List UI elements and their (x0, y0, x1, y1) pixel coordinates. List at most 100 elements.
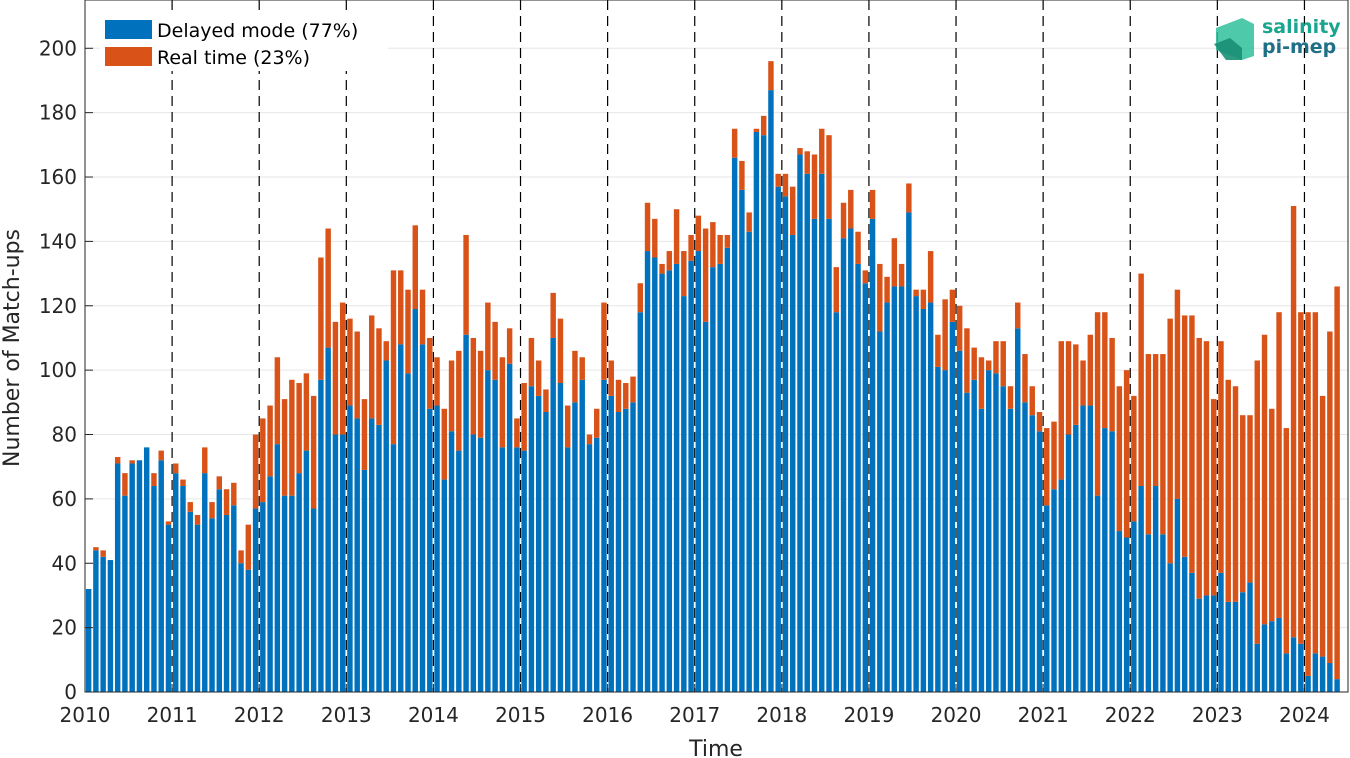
bar-realtime (833, 267, 839, 313)
bar-delayed (688, 260, 694, 692)
bar-realtime (753, 128, 760, 132)
y-axis-ticks: 0 20 40 60 80 100 120 140 160 180 200 (39, 36, 93, 704)
bar-realtime (289, 379, 295, 496)
bar-realtime (485, 302, 491, 371)
bar-delayed (877, 331, 883, 692)
bar-delayed (579, 379, 585, 692)
salinity-pi-mep-logo: salinity pi-mep (1214, 16, 1341, 60)
bar-realtime (448, 360, 455, 432)
bar-delayed (151, 486, 157, 692)
bar-realtime (114, 457, 121, 464)
bar-delayed (594, 437, 600, 692)
bar-realtime (158, 450, 164, 461)
bar-realtime (223, 489, 230, 515)
bar-realtime (652, 218, 658, 258)
bar-delayed (1174, 498, 1181, 692)
bar-realtime (623, 383, 629, 409)
bar-delayed (390, 444, 397, 692)
bar-realtime (173, 463, 179, 474)
bar-delayed (1334, 679, 1340, 692)
bar-realtime (659, 263, 665, 274)
bar-realtime (564, 405, 571, 448)
bar-realtime (93, 547, 99, 551)
bar-delayed (209, 518, 215, 692)
bar-realtime (477, 350, 484, 438)
bar-delayed (434, 405, 440, 692)
year-divider-lines (171, 0, 1306, 692)
bar-delayed (93, 550, 99, 692)
bar-realtime (1247, 415, 1253, 583)
bar-realtime (165, 521, 172, 525)
y-tick-label: 0 (64, 680, 77, 704)
bar-realtime (1203, 341, 1210, 596)
bar-realtime (702, 228, 709, 322)
bar-realtime (898, 263, 905, 287)
x-tick-label: 2024 (1279, 703, 1330, 727)
bar-realtime (361, 399, 368, 470)
bar-delayed (985, 370, 992, 692)
bar-delayed (993, 373, 999, 692)
bar-realtime (354, 331, 360, 419)
bar-realtime (1051, 421, 1057, 490)
x-tick-label: 2021 (1018, 703, 1069, 727)
bar-realtime (543, 389, 549, 412)
bar-delayed (826, 218, 832, 692)
bar-realtime (1319, 395, 1326, 657)
bar-realtime (811, 154, 818, 219)
bar-delayed (412, 308, 418, 692)
bar-delayed (1000, 386, 1006, 692)
bar-delayed (978, 408, 985, 692)
bar-realtime (1080, 360, 1086, 406)
bar-delayed (354, 418, 360, 692)
y-axis-title: Number of Match-ups (0, 229, 25, 467)
bar-realtime (1138, 273, 1144, 487)
bar-delayed (572, 402, 578, 692)
bar-realtime (1007, 386, 1014, 409)
bar-realtime (768, 61, 774, 91)
bar-realtime (281, 399, 288, 496)
bar-delayed (129, 463, 135, 692)
bar-delayed (310, 508, 317, 692)
bar-delayed (107, 560, 114, 692)
bar-delayed (739, 189, 745, 692)
bar-realtime (238, 550, 244, 564)
bar-realtime (964, 328, 970, 393)
bar-realtime (456, 350, 462, 451)
bar-delayed (1319, 656, 1326, 692)
bar-delayed (1196, 598, 1202, 692)
bar-delayed (543, 411, 549, 692)
bar-realtime (1174, 289, 1181, 499)
bar-delayed (456, 450, 462, 692)
bar-realtime (122, 473, 128, 496)
logo-text-pi-mep: pi-mep (1262, 36, 1336, 58)
bar-delayed (731, 157, 738, 693)
bar-realtime (1152, 354, 1159, 487)
bar-delayed (586, 444, 593, 692)
y-tick-label: 180 (39, 101, 77, 125)
bar-realtime (594, 408, 600, 438)
bar-realtime (724, 234, 731, 248)
bar-realtime (1094, 312, 1101, 496)
bar-delayed (848, 228, 854, 692)
bar-delayed (1123, 537, 1130, 692)
bar-realtime (1058, 341, 1065, 480)
bar-realtime (978, 357, 985, 409)
bar-realtime (412, 225, 418, 309)
bar-delayed (681, 296, 687, 692)
bar-delayed (927, 302, 934, 692)
bar-realtime (797, 148, 803, 155)
bar-realtime (1210, 399, 1217, 596)
bar-realtime (339, 302, 346, 435)
y-tick-label: 40 (52, 551, 77, 575)
bar-delayed (1116, 531, 1123, 692)
bar-delayed (833, 312, 839, 692)
bar-realtime (1167, 318, 1173, 564)
bar-delayed (1036, 431, 1043, 692)
bar-delayed (485, 370, 491, 692)
bar-realtime (296, 383, 302, 474)
bar-realtime (405, 289, 411, 374)
bar-realtime (332, 321, 339, 435)
bar-realtime (303, 373, 310, 451)
bar-delayed (477, 437, 484, 692)
bar-realtime (1123, 370, 1130, 538)
